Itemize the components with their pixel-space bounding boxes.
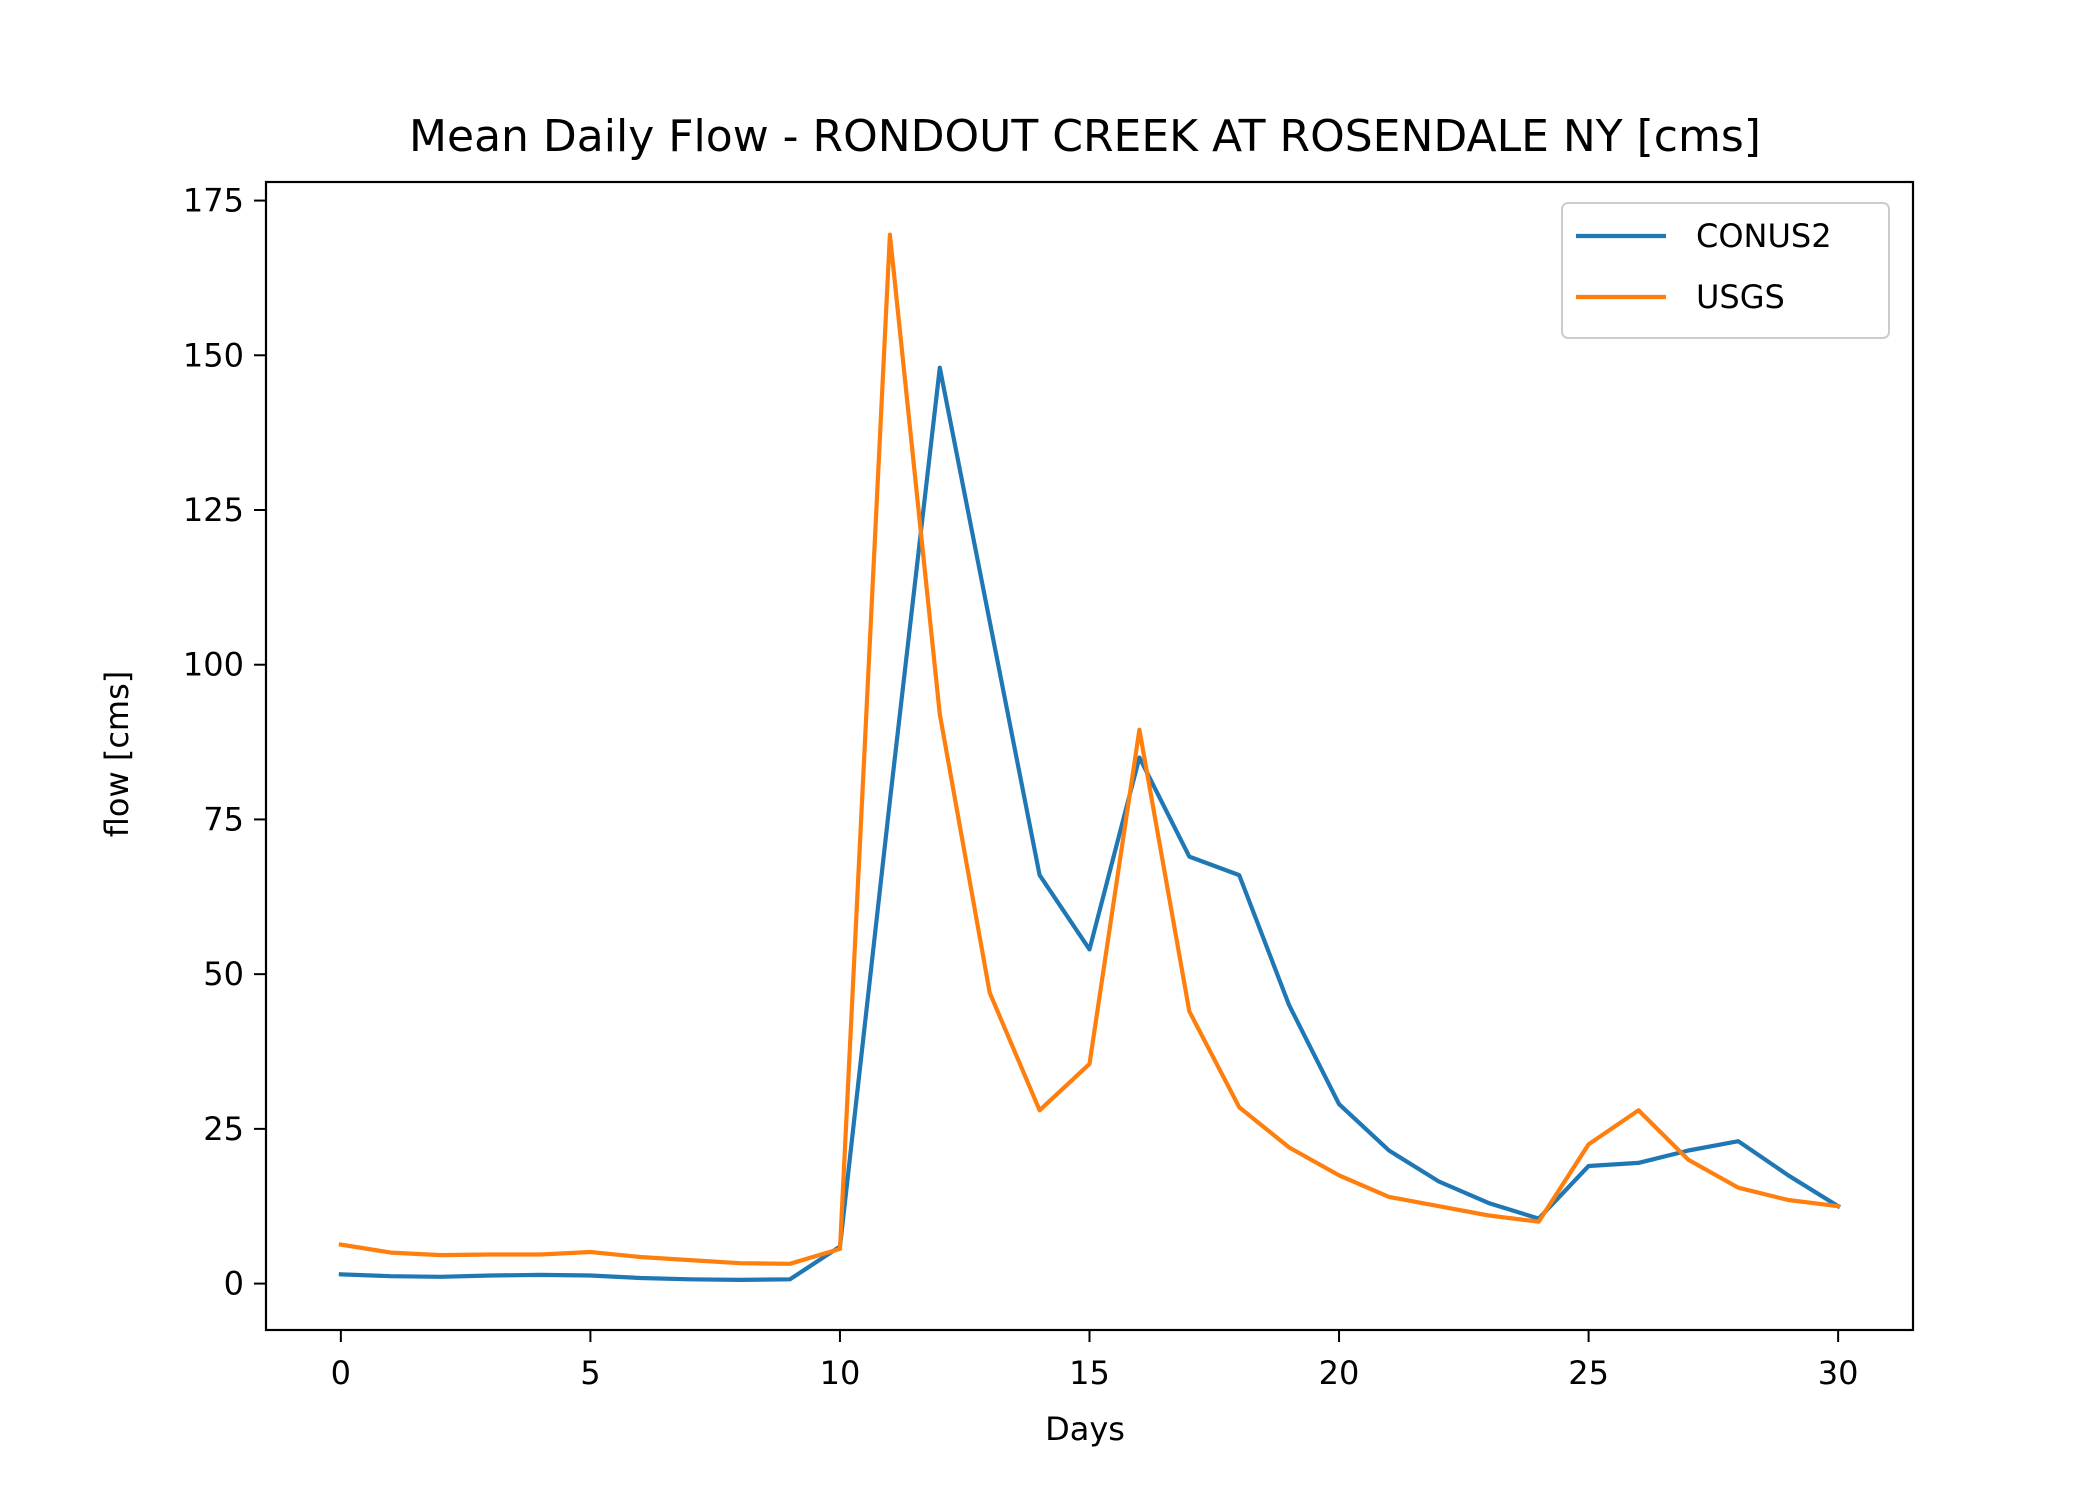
y-tick-label: 125 — [183, 491, 244, 529]
legend: CONUS2 USGS — [1561, 202, 1890, 339]
series-points-usgs — [340, 234, 1839, 1264]
y-tick-label: 175 — [183, 182, 244, 220]
y-axis-label: flow [cms] — [98, 671, 136, 837]
axes: 0 5 10 15 20 25 30 0 25 50 75 100 125 150 175 — [183, 180, 1915, 1392]
plot-area — [338, 232, 1841, 1283]
x-tick-label: 15 — [1069, 1354, 1110, 1392]
x-tick-label: 25 — [1568, 1354, 1609, 1392]
y-tick-label: 50 — [203, 955, 244, 993]
y-tick-label: 0 — [224, 1265, 244, 1303]
legend-label-conus2: CONUS2 — [1696, 217, 1832, 255]
series-points-conus2 — [340, 367, 1839, 1280]
x-tick-label: 0 — [331, 1354, 351, 1392]
y-tick-label: 150 — [183, 336, 244, 374]
x-tick-label: 5 — [580, 1354, 600, 1392]
y-tick-label: 75 — [203, 800, 244, 838]
legend-label-usgs: USGS — [1696, 278, 1785, 316]
x-axis-label: Days — [1045, 1410, 1125, 1448]
y-tick-label: 25 — [203, 1110, 244, 1148]
x-tick-label: 20 — [1319, 1354, 1360, 1392]
y-tick-label: 100 — [183, 646, 244, 684]
x-tick-label: 10 — [820, 1354, 861, 1392]
x-tick-label: 30 — [1818, 1354, 1859, 1392]
chart-title: Mean Daily Flow - RONDOUT CREEK AT ROSEN… — [409, 111, 1761, 162]
